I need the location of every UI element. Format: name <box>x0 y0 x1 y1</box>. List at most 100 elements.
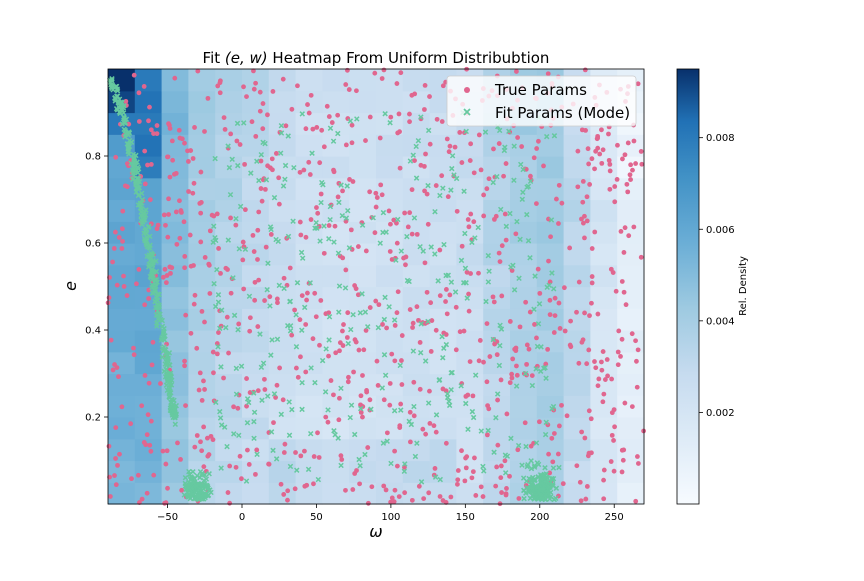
true-param-point <box>139 403 145 409</box>
fit-param-point <box>462 230 468 237</box>
true-param-point <box>163 222 168 228</box>
true-param-point <box>147 104 152 110</box>
fit-param-point <box>280 183 287 189</box>
fit-param-point <box>233 391 240 397</box>
true-param-point <box>568 344 574 350</box>
fit-param-point <box>379 385 386 391</box>
true-param-point <box>582 213 587 219</box>
heatmap-cell <box>590 308 618 331</box>
true-param-point <box>486 176 492 182</box>
true-param-point <box>405 224 411 230</box>
heatmap-cell <box>295 177 323 201</box>
heatmap-cell <box>376 243 404 266</box>
heatmap-cell <box>295 373 323 396</box>
heatmap-cell <box>563 221 591 244</box>
true-param-point <box>352 283 358 288</box>
true-param-point <box>354 88 359 94</box>
x-tick-label: 50 <box>310 512 323 523</box>
true-param-point <box>313 314 319 320</box>
true-param-point <box>629 331 635 337</box>
fit-param-point <box>212 234 218 241</box>
heatmap-cell <box>429 286 457 309</box>
true-param-point <box>346 374 351 380</box>
heatmap-cell <box>563 134 591 157</box>
true-param-point <box>293 450 298 455</box>
true-param-point <box>307 172 313 177</box>
heatmap-cell <box>456 264 484 288</box>
fit-param-point <box>518 161 524 168</box>
fit-param-point <box>413 175 420 181</box>
true-param-point <box>228 215 233 221</box>
fit-param-point <box>214 266 220 273</box>
true-param-point <box>258 158 264 164</box>
true-param-point <box>399 358 404 363</box>
fit-param-point <box>522 370 529 377</box>
true-param-point <box>273 151 279 156</box>
fit-param-point <box>164 357 171 363</box>
fit-param-point <box>398 248 405 254</box>
heatmap-cell <box>590 482 618 505</box>
true-param-point <box>580 178 586 184</box>
heatmap-cell <box>617 177 645 201</box>
true-param-point <box>131 72 137 78</box>
true-param-point <box>177 235 183 241</box>
true-param-point <box>387 402 393 408</box>
fit-param-point <box>153 258 159 264</box>
true-param-point <box>207 291 213 296</box>
fit-param-point <box>291 164 297 171</box>
true-param-point <box>459 160 465 165</box>
heatmap-cell <box>268 177 297 201</box>
true-param-point <box>407 119 412 125</box>
fit-param-point <box>480 463 486 470</box>
heatmap-cell <box>456 330 484 353</box>
true-param-point <box>237 453 243 459</box>
fit-param-point <box>433 412 440 418</box>
true-param-point <box>580 199 586 205</box>
true-param-point <box>195 68 201 74</box>
true-param-point <box>424 191 430 197</box>
true-param-point <box>465 217 471 222</box>
fit-param-point <box>449 165 455 172</box>
heatmap-cell <box>429 134 457 157</box>
true-param-point <box>437 494 443 499</box>
fit-param-point <box>440 355 446 361</box>
heatmap-cell <box>188 351 216 375</box>
true-param-point <box>468 271 473 276</box>
true-param-point <box>612 184 618 189</box>
true-param-point <box>107 494 113 499</box>
fit-param-point <box>516 275 522 282</box>
true-param-point <box>429 318 435 323</box>
true-param-point <box>289 332 295 338</box>
true-param-point <box>144 432 150 438</box>
true-param-point <box>425 221 431 227</box>
true-param-point <box>556 423 562 429</box>
fit-param-point <box>549 475 555 482</box>
fit-param-point <box>508 435 514 442</box>
true-param-point <box>422 188 427 194</box>
fit-param-point <box>388 460 394 467</box>
true-param-point <box>233 222 239 228</box>
fit-param-point <box>287 463 294 470</box>
fit-param-point <box>309 150 315 156</box>
heatmap-cell <box>590 286 618 309</box>
true-param-point <box>515 135 520 140</box>
true-param-point <box>417 386 423 392</box>
true-param-point <box>183 312 189 318</box>
true-param-point <box>141 440 147 445</box>
true-param-point <box>302 448 307 454</box>
true-param-point <box>574 309 579 315</box>
fit-param-point <box>382 372 389 379</box>
heatmap-cell <box>483 221 511 244</box>
true-param-point <box>231 404 236 410</box>
heatmap-cell <box>268 330 297 353</box>
heatmap-cell <box>349 286 377 309</box>
fit-param-point <box>215 292 222 298</box>
fit-param-point <box>282 176 288 183</box>
true-param-point <box>592 359 597 364</box>
fit-param-point <box>524 463 531 470</box>
true-param-point <box>160 274 166 280</box>
true-param-point <box>310 336 316 342</box>
fit-param-point <box>436 376 443 383</box>
true-param-point <box>498 377 504 383</box>
true-param-point <box>308 217 314 222</box>
